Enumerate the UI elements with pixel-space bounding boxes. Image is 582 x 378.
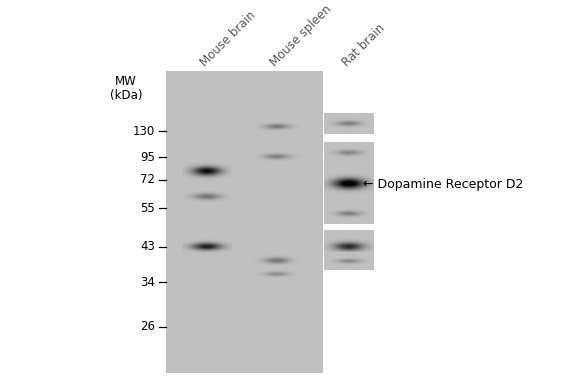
Text: 43: 43 (140, 240, 155, 253)
Text: Mouse spleen: Mouse spleen (267, 3, 333, 69)
Bar (166, 71, 323, 373)
Text: 72: 72 (140, 173, 155, 186)
Text: (kDa): (kDa) (109, 89, 142, 102)
Text: 55: 55 (140, 202, 155, 215)
Text: Mouse brain: Mouse brain (198, 8, 258, 69)
Text: 95: 95 (140, 150, 155, 164)
Text: MW: MW (115, 75, 137, 88)
Text: 26: 26 (140, 321, 155, 333)
Text: Rat brain: Rat brain (340, 22, 387, 69)
Text: 34: 34 (140, 276, 155, 288)
Text: 130: 130 (133, 125, 155, 138)
Text: ← Dopamine Receptor D2: ← Dopamine Receptor D2 (363, 178, 524, 191)
